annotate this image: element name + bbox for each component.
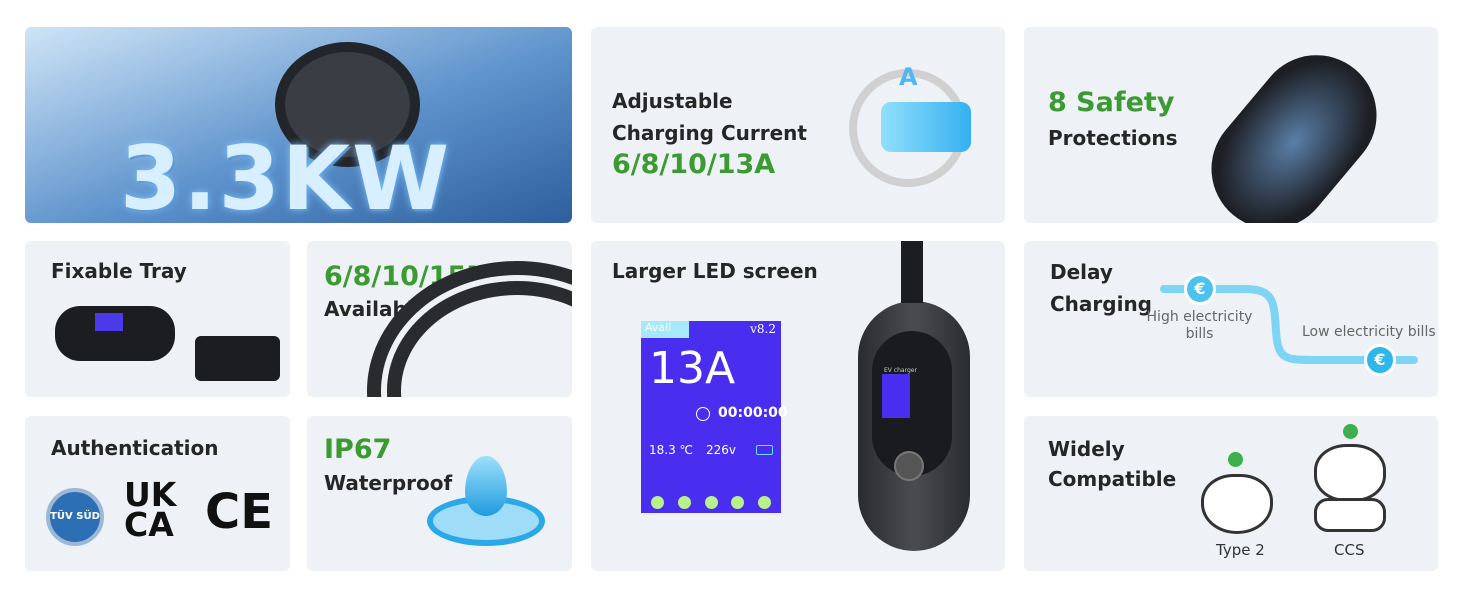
device-label: EV charger <box>884 367 917 374</box>
indicator-dot <box>677 496 691 509</box>
screen-version: v8.2 <box>750 322 776 336</box>
power-label: 3.3KW <box>120 127 452 223</box>
power-panel: 3.3KW <box>25 27 572 223</box>
charger-image <box>1186 30 1402 223</box>
high-bills-label: High electricity bills <box>1146 309 1253 342</box>
compat-line1: Widely <box>1048 437 1125 461</box>
safety-subtitle: Protections <box>1048 126 1178 150</box>
mini-screen <box>95 313 123 331</box>
led-title: Larger LED screen <box>612 259 818 283</box>
check-icon <box>1228 452 1243 467</box>
water-drop-icon <box>465 456 507 516</box>
check-icon <box>1343 424 1358 439</box>
device-screen <box>882 374 910 418</box>
low-bills-label: Low electricity bills <box>1302 324 1436 340</box>
cable-panel: 6/8/10/15M Available <box>307 241 572 397</box>
screen-temperature: 18.3 ℃ <box>649 443 694 457</box>
cable-top <box>901 241 923 303</box>
cable-subtitle: Available <box>324 297 428 321</box>
type2-connector-icon <box>1201 474 1273 534</box>
charger-device: EV charger <box>858 241 970 551</box>
current-panel: Adjustable Charging Current 6/8/10/13A A <box>591 27 1005 223</box>
delay-panel: Delay Charging € € High electricity bill… <box>1024 241 1438 397</box>
price-curve <box>1160 285 1418 364</box>
safety-title: 8 Safety <box>1048 87 1175 118</box>
indicator-dot <box>758 496 771 509</box>
euro-icon-high: € <box>1184 273 1216 305</box>
ip-panel: IP67 Waterproof <box>307 416 572 571</box>
device-button <box>894 451 924 481</box>
current-values: 6/8/10/13A <box>612 149 776 180</box>
tuv-logo: TÜV SÜD <box>46 488 104 546</box>
screen-status: Avail <box>641 321 689 338</box>
cable-lengths: 6/8/10/15M <box>324 261 494 292</box>
type2-label: Type 2 <box>1216 541 1265 559</box>
screen-timer: 00:00:00 <box>718 405 788 421</box>
tray-panel: Fixable Tray <box>25 241 290 397</box>
led-panel: Larger LED screen Avail v8.2 13A 00:00:0… <box>591 241 1005 571</box>
delay-line1: Delay <box>1050 260 1113 284</box>
battery-icon <box>756 445 773 455</box>
current-line2: Charging Current <box>612 121 807 145</box>
plug-icon <box>881 102 971 152</box>
safety-panel: 8 Safety Protections <box>1024 27 1438 223</box>
ce-logo: CE <box>205 484 274 540</box>
tray-holder <box>195 336 280 381</box>
ccs-dc-pins <box>1314 498 1386 532</box>
indicator-dots <box>651 496 771 509</box>
ampere-letter: A <box>899 63 918 91</box>
indicator-dot <box>704 496 718 509</box>
screen-voltage: 226v <box>706 443 737 457</box>
ukca-logo: UK CA <box>124 475 177 544</box>
euro-icon-low: € <box>1364 344 1396 376</box>
delay-line2: Charging <box>1050 292 1153 316</box>
clock-icon <box>696 407 710 421</box>
ip-rating: IP67 <box>324 434 392 465</box>
auth-panel: Authentication TÜV SÜD UK CA CE <box>25 416 290 571</box>
tray-title: Fixable Tray <box>51 259 187 283</box>
compat-line2: Compatible <box>1048 467 1177 491</box>
screen-zoom: Avail v8.2 13A 00:00:00 18.3 ℃ 226v <box>641 321 788 513</box>
ccs-connector-icon <box>1314 444 1386 502</box>
connector-image <box>275 42 420 167</box>
auth-title: Authentication <box>51 436 219 460</box>
ip-subtitle: Waterproof <box>324 471 453 495</box>
current-line1: Adjustable <box>612 89 733 113</box>
ccs-label: CCS <box>1334 541 1365 559</box>
indicator-dot <box>731 496 745 509</box>
compat-panel: Widely Compatible Type 2 CCS <box>1024 416 1438 571</box>
indicator-dot <box>651 496 664 509</box>
screen-current: 13A <box>649 343 736 394</box>
